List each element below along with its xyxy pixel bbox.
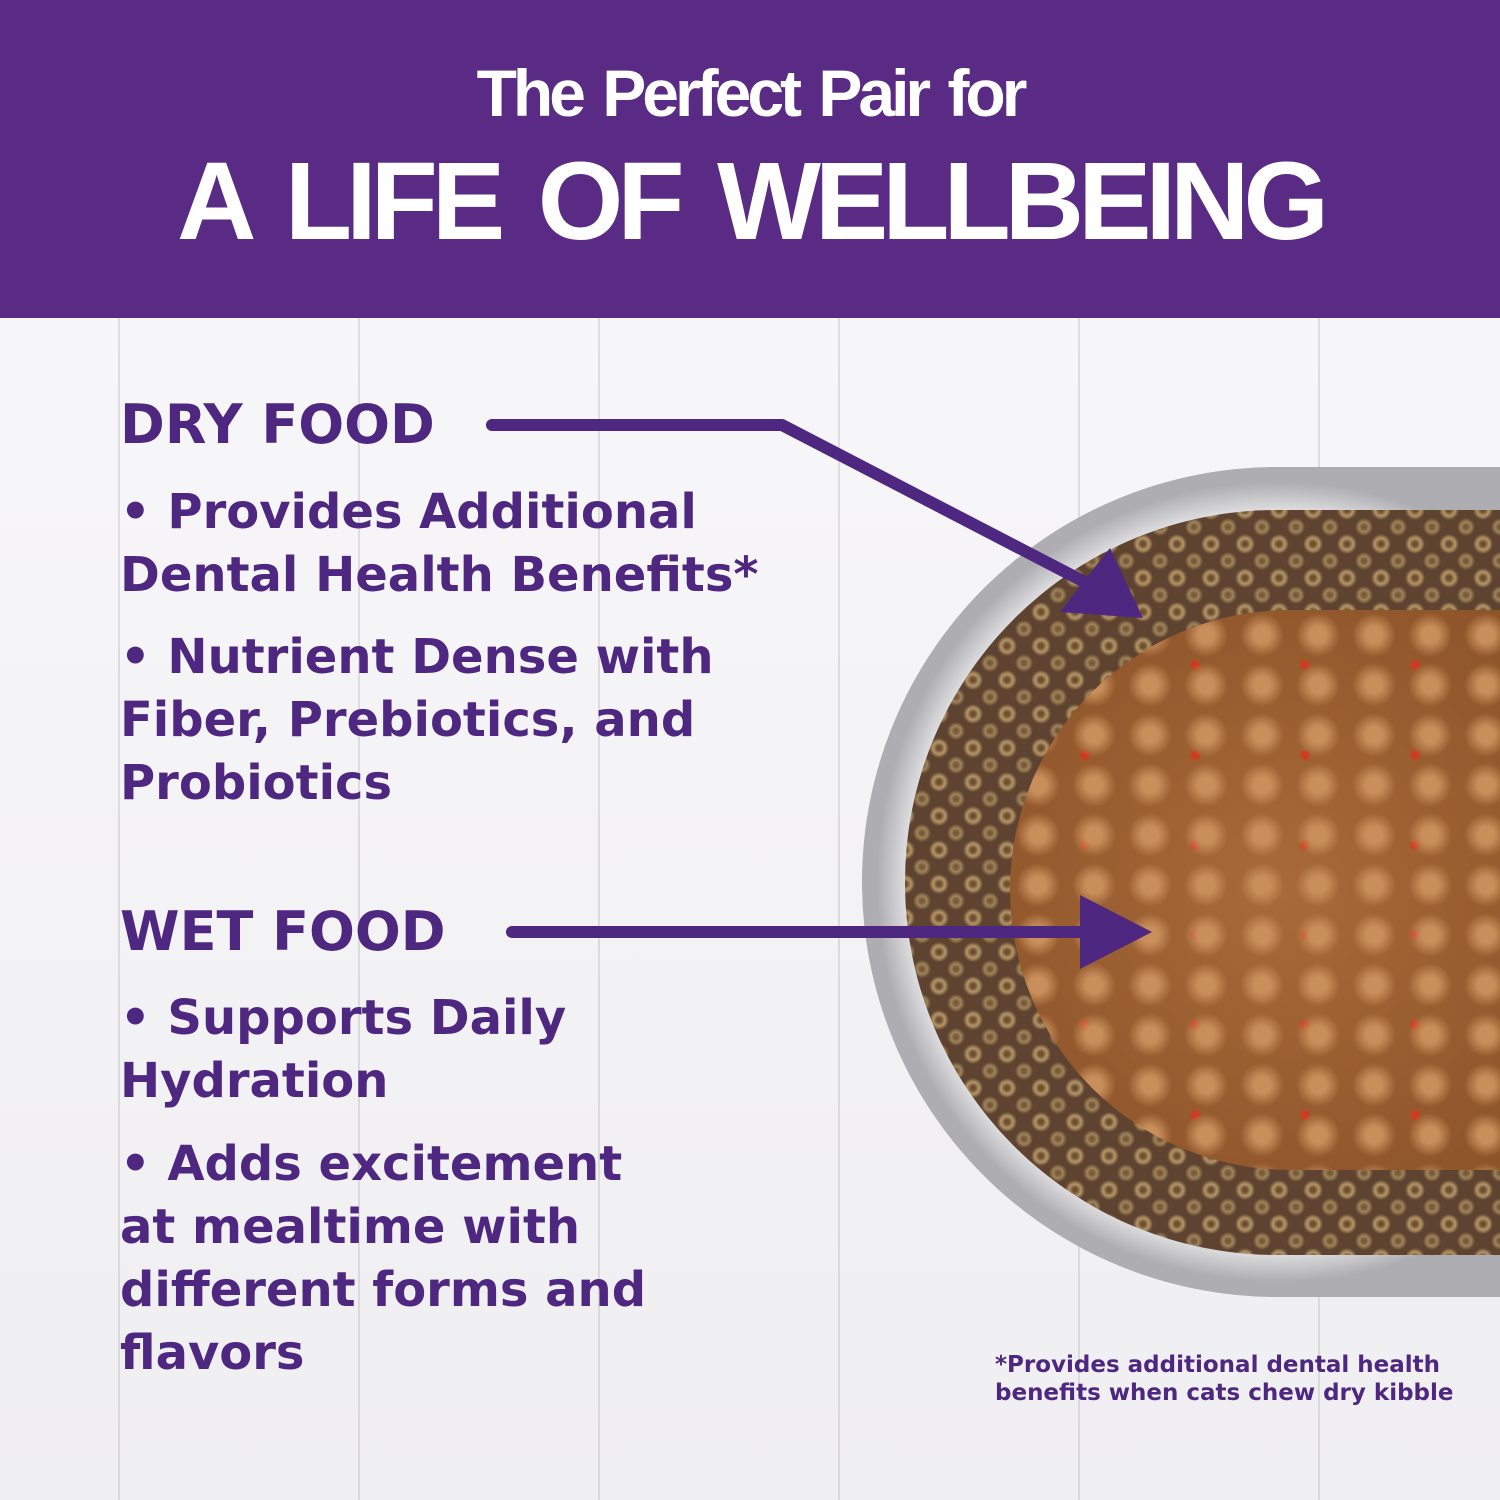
wet-food-bullet-1: • Supports Daily Hydration — [120, 990, 567, 1109]
dry-food-arrow — [486, 419, 1106, 596]
wet-food-image — [1010, 610, 1500, 1170]
wet-food-bullet-2: • Adds excitement at mealtime with diffe… — [120, 1136, 647, 1381]
wet-food-arrowhead — [1080, 895, 1152, 969]
header-banner: The Perfect Pair for A LIFE OF WELLBEING — [0, 0, 1500, 318]
dry-food-title: DRY FOOD — [120, 393, 435, 456]
dry-food-arrowhead — [1060, 548, 1143, 618]
footnote-line-2: benefits when cats chew dry kibble — [995, 1380, 1454, 1406]
dry-food-bullet-1: • Provides Additional Dental Health Bene… — [120, 484, 759, 603]
dry-food-bullet-2: • Nutrient Dense with Fiber, Prebiotics,… — [120, 629, 714, 811]
header-subtitle: The Perfect Pair for — [476, 56, 1028, 130]
header-title: A LIFE OF WELLBEING — [176, 140, 1329, 263]
footnote-line-1: *Provides additional dental health — [995, 1352, 1441, 1378]
footnote: *Provides additional dental health benef… — [995, 1351, 1475, 1407]
wet-food-title: WET FOOD — [120, 900, 446, 963]
